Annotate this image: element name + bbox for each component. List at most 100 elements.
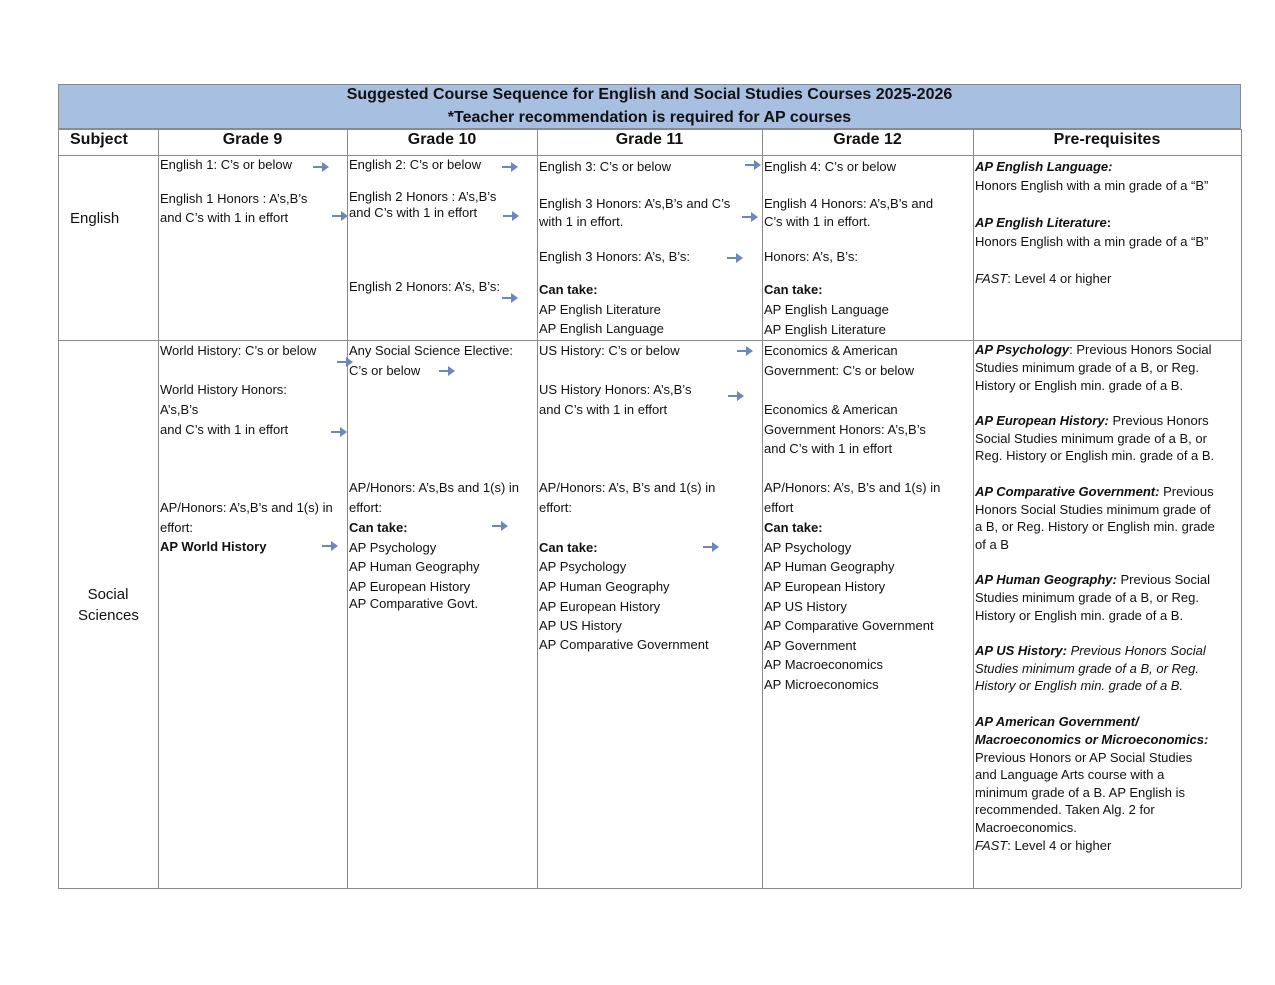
cell-line: Government Honors: A’s,B’s [764, 422, 926, 437]
prerequisite-course-name: AP English Language: [975, 159, 1113, 174]
column-header: Grade 9 [222, 131, 283, 148]
cell-line: AP Microeconomics [764, 677, 879, 692]
cell-line: History or English min. grade of a B. [975, 608, 1184, 623]
cell-line: Social Studies minimum grade of a B, or [975, 431, 1207, 446]
cell-line: AP/Honors: A’s,Bs and 1(s) in [349, 480, 520, 495]
arrow-right-icon [337, 357, 353, 367]
cell-line: AP European History [349, 579, 471, 594]
cell-line: Economics & American [764, 343, 898, 358]
cell-line: AP Human Geography [764, 559, 895, 574]
table-rule [58, 155, 1241, 156]
cell-line: AP US History [764, 599, 847, 614]
cell-line: AP Human Geography: Previous Social [975, 572, 1210, 588]
prerequisite-text: Previous Social [1116, 572, 1211, 587]
cell-line: History or English min. grade of a B. [975, 678, 1184, 693]
arrow-right-icon [703, 542, 719, 552]
cell-line: FAST: Level 4 or higher [975, 838, 1111, 854]
cell-line: and C’s with 1 in effort [349, 205, 478, 220]
cell-line: AP/Honors: A’s,B’s and 1(s) in [160, 500, 333, 515]
cell-line: English 4 Honors: A’s,B’s and [764, 196, 934, 211]
cell-line: A’s,B’s [160, 402, 199, 417]
cell-line: Reg. History or English min. grade of a … [975, 448, 1215, 463]
prerequisite-course-name: FAST [975, 838, 1008, 853]
cell-line: effort [764, 500, 794, 515]
cell-line: AP Human Geography [349, 559, 480, 574]
arrow-right-icon [728, 391, 744, 401]
arrow-right-icon [745, 160, 761, 170]
cell-line: and C’s with 1 in effort [160, 422, 289, 437]
cell-line: English 2: C’s or below [349, 157, 481, 172]
cell-line: Studies minimum grade of a B, or Reg. [975, 661, 1199, 676]
table-column-rule [58, 84, 59, 129]
arrow-right-icon [503, 211, 519, 221]
table-column-rule [537, 129, 538, 888]
cell-line: AP Comparative Govt. [349, 596, 479, 611]
cell-line: AP Government [764, 638, 857, 653]
table-rule [58, 129, 1241, 130]
cell-line: AP American Government/ [975, 714, 1139, 729]
document-title: Suggested Course Sequence for English an… [346, 86, 953, 103]
cell-line: Economics & American [764, 402, 898, 417]
cell-line: effort: [349, 500, 383, 515]
cell-line: recommended. Taken Alg. 2 for [975, 802, 1155, 817]
cell-line: AP/Honors: A’s, B’s and 1(s) in [539, 480, 716, 495]
prerequisite-course-name: AP Human Geography: [975, 572, 1117, 587]
cell-line: AP European History [539, 599, 661, 614]
prerequisite-text: Previous Honors Social [1066, 643, 1206, 658]
cell-line: and Language Arts course with a [975, 767, 1165, 782]
cell-line: World History: C’s or below [160, 343, 317, 358]
cell-line: FAST: Level 4 or higher [975, 271, 1111, 287]
cell-line: C’s with 1 in effort. [764, 214, 871, 229]
cell-line: Honors Social Studies minimum grade of [975, 502, 1211, 517]
cell-line: AP Comparative Government: Previous [975, 484, 1214, 500]
prerequisite-text: : Level 4 or higher [1007, 838, 1112, 853]
prerequisite-course-name: AP English Literature [975, 215, 1107, 230]
column-header: Grade 12 [833, 131, 902, 148]
cell-line: AP US History [539, 618, 622, 633]
table-rule [58, 340, 1241, 341]
cell-line: Studies minimum grade of a B, or Reg. [975, 360, 1199, 375]
cell-line: Honors English with a min grade of a “B” [975, 178, 1209, 193]
arrow-right-icon [492, 521, 508, 531]
table-column-rule [973, 129, 974, 888]
cell-line: Honors English with a min grade of a “B” [975, 234, 1209, 249]
arrow-right-icon [727, 253, 743, 263]
cell-line: English 4: C’s or below [764, 159, 896, 174]
cell-line: AP Psychology [539, 559, 627, 574]
cell-line: English 3 Honors: A’s,B’s and C’s [539, 196, 731, 211]
cell-line: with 1 in effort. [539, 214, 624, 229]
cell-line: and C’s with 1 in effort [539, 402, 668, 417]
cell-line: Government: C’s or below [764, 363, 915, 378]
cell-line: Can take: [764, 282, 823, 297]
arrow-right-icon [332, 211, 348, 221]
cell-line: Macroeconomics or Microeconomics: [975, 732, 1209, 747]
cell-line: AP European History: Previous Honors [975, 413, 1209, 429]
column-header: Subject [70, 131, 128, 148]
subject-label: English [70, 210, 120, 227]
cell-line: AP English Literature: [975, 215, 1111, 231]
cell-line: History or English min. grade of a B. [975, 378, 1184, 393]
arrow-right-icon [742, 212, 758, 222]
cell-line: Previous Honors or AP Social Studies [975, 750, 1193, 765]
cell-line: Macroeconomics. [975, 820, 1077, 835]
cell-line: English 2 Honors : A’s,B’s [349, 189, 497, 204]
prerequisite-text: : Level 4 or higher [1007, 271, 1112, 286]
cell-line: US History: C’s or below [539, 343, 680, 358]
prerequisite-text: : [1106, 215, 1112, 230]
arrow-right-icon [439, 366, 455, 376]
cell-line: Can take: [764, 520, 823, 535]
prerequisite-course-name: AP Psychology [975, 342, 1070, 357]
cell-line: Honors: A’s, B’s: [764, 249, 858, 264]
prerequisite-course-name: AP US History: [975, 643, 1067, 658]
column-header: Grade 11 [615, 131, 684, 148]
cell-line: Any Social Science Elective: [349, 343, 514, 358]
document-subtitle: *Teacher recommendation is required for … [447, 109, 852, 126]
cell-line: of a B [975, 537, 1009, 552]
cell-line: English 2 Honors: A’s, B’s: [349, 279, 501, 294]
column-header: Grade 10 [407, 131, 477, 148]
table-column-rule [58, 129, 59, 888]
cell-line: a B, or Reg. History or English min. gra… [975, 519, 1215, 534]
cell-line: AP English Language: [975, 159, 1112, 175]
subject-label: Social Sciences [78, 586, 139, 624]
